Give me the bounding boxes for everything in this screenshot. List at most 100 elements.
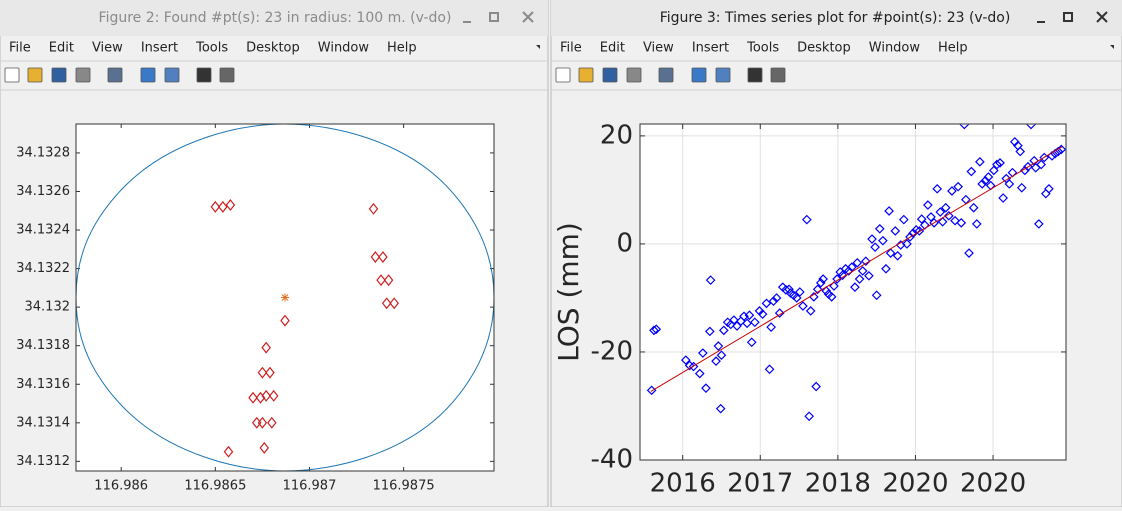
menu-item[interactable]: Window: [318, 41, 370, 56]
y-tick-label: 20: [600, 120, 633, 150]
data-point: [784, 284, 794, 295]
data-point: [1036, 159, 1047, 170]
data-point: [381, 297, 392, 310]
menu-item[interactable]: Insert: [141, 41, 178, 56]
toolbar-button[interactable]: [4, 67, 20, 83]
data-point: [225, 199, 236, 211]
data-point: [248, 391, 258, 404]
toolbar-button[interactable]: [715, 67, 731, 83]
toolbar-button[interactable]: [164, 67, 180, 83]
toolbar-button[interactable]: [626, 67, 642, 83]
data-point: [368, 202, 379, 215]
data-point: [878, 235, 888, 246]
toolbar-button[interactable]: [196, 67, 212, 83]
close-button[interactable]: [522, 11, 534, 23]
menu-item[interactable]: Help: [938, 41, 968, 56]
y-tick-label: 34.1318: [16, 338, 70, 353]
center-point: [281, 293, 289, 302]
data-point: [864, 270, 874, 281]
menu-item[interactable]: Window: [869, 41, 921, 56]
data-point: [766, 322, 776, 332]
data-point: [884, 206, 894, 216]
y-tick-label: -20: [591, 336, 633, 366]
toolbar-button[interactable]: [747, 67, 763, 83]
toolbar-button[interactable]: [219, 67, 235, 83]
data-point: [1020, 165, 1030, 176]
data-point: [698, 348, 708, 358]
menu-item[interactable]: Help: [387, 41, 417, 56]
menu-item[interactable]: File: [560, 41, 582, 56]
toolbar-button[interactable]: [75, 67, 91, 83]
data-point: [1056, 144, 1066, 155]
data-point: [892, 250, 903, 261]
x-tick-label: 2020: [960, 469, 1026, 499]
data-point: [829, 281, 839, 291]
toolbar-button[interactable]: [140, 67, 156, 83]
data-point: [771, 293, 782, 303]
axes-box: [75, 123, 495, 472]
data-point: [1015, 146, 1026, 157]
chart: 116.986 116.9865 116.987 116.9875 34.1312 34.…: [16, 123, 495, 494]
data-point: [716, 350, 727, 361]
x-tick-label: 2016: [650, 469, 716, 499]
data-point: [850, 282, 860, 292]
chart: 2016 2017 2018 2020 2020 -40 -20 0 20 LOS (mm): [552, 120, 1067, 499]
axes-box: [639, 123, 1067, 461]
menu-item[interactable]: Desktop: [246, 41, 300, 56]
data-point: [768, 296, 779, 307]
data-point: [932, 183, 943, 194]
data-point: [651, 324, 662, 335]
toolbar-button[interactable]: [578, 67, 594, 83]
data-point: [255, 391, 266, 404]
line-series: [76, 124, 494, 471]
close-button[interactable]: [1096, 11, 1108, 23]
menu-item[interactable]: File: [9, 41, 31, 56]
menu-item[interactable]: Insert: [692, 41, 729, 56]
data-point: [739, 311, 749, 322]
toolbar-button[interactable]: [27, 67, 43, 83]
data-point: [860, 256, 871, 267]
marks: [646, 124, 1066, 422]
menu-item[interactable]: Tools: [195, 41, 228, 56]
data-point: [389, 297, 399, 310]
x-tick-label: 116.986: [94, 479, 148, 494]
data-point: [837, 270, 848, 281]
toolbar-button[interactable]: [602, 67, 618, 83]
data-point: [811, 381, 821, 392]
data-point: [798, 301, 808, 311]
toolbar-button[interactable]: [770, 67, 786, 83]
data-point: [261, 389, 271, 402]
data-point: [846, 262, 857, 272]
toolbar-button[interactable]: [107, 67, 123, 83]
data-point: [694, 368, 705, 379]
window-title: Figure 2: Found #pt(s): 23 in radius: 10…: [99, 10, 452, 26]
menu-item[interactable]: Tools: [746, 41, 779, 56]
data-point: [959, 124, 970, 130]
marks: [76, 124, 494, 471]
maximize-button[interactable]: [489, 12, 499, 22]
y-tick-label: 34.1314: [16, 415, 70, 430]
data-point: [805, 306, 816, 316]
toolbar-button[interactable]: [51, 67, 67, 83]
data-point: [854, 274, 865, 284]
y-tick-label: 34.1328: [16, 145, 70, 160]
y-axis-label: LOS (mm): [552, 222, 585, 362]
data-point: [923, 200, 933, 210]
menu-item[interactable]: Edit: [600, 41, 625, 56]
toolbar-button[interactable]: [658, 67, 674, 83]
maximize-button[interactable]: [1063, 12, 1073, 22]
data-point: [983, 172, 994, 182]
data-point: [966, 166, 977, 177]
toolbar-button[interactable]: [555, 67, 571, 83]
window-title: Figure 3: Times series plot for #point(s…: [660, 10, 1011, 26]
menu-item[interactable]: View: [643, 41, 674, 56]
data-point: [867, 234, 877, 244]
menu-item[interactable]: View: [92, 41, 123, 56]
menu-item[interactable]: Edit: [49, 41, 74, 56]
menu-item[interactable]: Desktop: [797, 41, 851, 56]
toolbar-button[interactable]: [691, 67, 707, 83]
data-point: [749, 317, 760, 328]
data-point: [210, 200, 221, 213]
data-point: [992, 159, 1002, 170]
line-series: [650, 146, 1063, 392]
